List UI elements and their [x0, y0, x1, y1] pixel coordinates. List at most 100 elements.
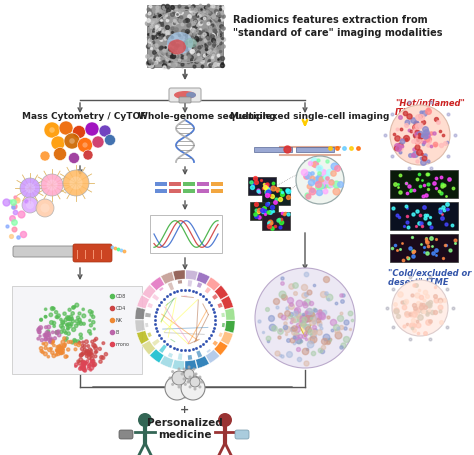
Text: Multiplexed single-cell imaging: Multiplexed single-cell imaging	[230, 112, 389, 121]
Circle shape	[199, 375, 201, 379]
Point	[66, 323, 74, 330]
Point	[57, 322, 65, 329]
Circle shape	[177, 368, 181, 370]
Point	[78, 345, 86, 353]
Circle shape	[201, 380, 203, 384]
FancyBboxPatch shape	[119, 430, 133, 439]
Point	[59, 346, 66, 354]
Text: NK: NK	[116, 318, 123, 323]
Point	[54, 347, 61, 354]
Point	[59, 324, 66, 331]
Circle shape	[172, 371, 186, 385]
Circle shape	[184, 370, 187, 373]
Point	[44, 334, 52, 341]
Point	[87, 347, 95, 354]
Point	[42, 332, 50, 339]
Point	[73, 322, 80, 329]
Point	[46, 346, 53, 354]
Point	[77, 320, 85, 327]
Wedge shape	[168, 353, 173, 358]
Point	[55, 328, 62, 335]
Circle shape	[70, 177, 82, 189]
Point	[61, 310, 68, 317]
Point	[91, 337, 99, 344]
Point	[80, 366, 87, 373]
Circle shape	[177, 385, 181, 389]
Ellipse shape	[167, 32, 193, 54]
FancyBboxPatch shape	[13, 246, 85, 257]
Point	[87, 322, 95, 329]
Circle shape	[186, 376, 190, 379]
Point	[57, 342, 64, 349]
Wedge shape	[225, 321, 235, 333]
Point	[79, 339, 87, 346]
Circle shape	[194, 373, 198, 375]
Circle shape	[296, 156, 344, 204]
Bar	[183, 189, 195, 193]
Circle shape	[171, 383, 174, 386]
Point	[79, 359, 87, 367]
Point	[58, 349, 65, 356]
Point	[76, 339, 83, 347]
Point	[88, 355, 96, 363]
Text: "Hot/inflamed"
ITME: "Hot/inflamed" ITME	[395, 98, 465, 117]
Circle shape	[44, 122, 60, 138]
Point	[50, 305, 58, 312]
Circle shape	[85, 122, 99, 136]
Point	[65, 330, 73, 337]
Point	[62, 341, 69, 348]
Point	[66, 315, 74, 323]
Point	[85, 361, 93, 369]
Point	[69, 310, 76, 317]
Wedge shape	[215, 285, 228, 299]
Point	[91, 325, 98, 333]
Circle shape	[36, 199, 54, 217]
Point	[48, 339, 55, 347]
Point	[42, 335, 50, 343]
Point	[61, 335, 68, 342]
Point	[47, 345, 55, 352]
Circle shape	[40, 151, 50, 161]
Point	[81, 367, 89, 374]
Circle shape	[78, 137, 92, 152]
Bar	[169, 189, 181, 193]
Point	[102, 350, 109, 358]
Point	[53, 351, 60, 359]
Point	[51, 334, 59, 342]
Point	[86, 317, 94, 324]
Point	[43, 329, 51, 336]
Wedge shape	[160, 355, 173, 368]
Point	[77, 334, 85, 342]
Point	[72, 341, 79, 348]
Point	[70, 304, 77, 311]
Point	[39, 340, 47, 347]
Point	[59, 319, 67, 326]
Point	[87, 350, 95, 357]
Point	[64, 325, 72, 333]
Wedge shape	[147, 303, 153, 308]
Wedge shape	[188, 355, 192, 360]
Point	[71, 337, 78, 344]
Wedge shape	[147, 332, 152, 337]
Circle shape	[25, 183, 35, 193]
Point	[81, 346, 89, 353]
Wedge shape	[197, 282, 202, 288]
Point	[42, 350, 49, 358]
Point	[62, 329, 70, 337]
Wedge shape	[221, 296, 233, 309]
Circle shape	[40, 203, 49, 212]
Wedge shape	[159, 344, 167, 353]
Wedge shape	[135, 320, 145, 332]
Circle shape	[192, 378, 195, 380]
Point	[48, 305, 56, 312]
Point	[62, 336, 70, 344]
Point	[42, 306, 49, 313]
Point	[53, 329, 60, 336]
Wedge shape	[221, 313, 225, 317]
Point	[90, 362, 98, 369]
Bar	[197, 189, 209, 193]
Circle shape	[20, 178, 40, 198]
FancyBboxPatch shape	[179, 97, 191, 103]
Point	[57, 316, 65, 323]
Wedge shape	[185, 360, 197, 370]
